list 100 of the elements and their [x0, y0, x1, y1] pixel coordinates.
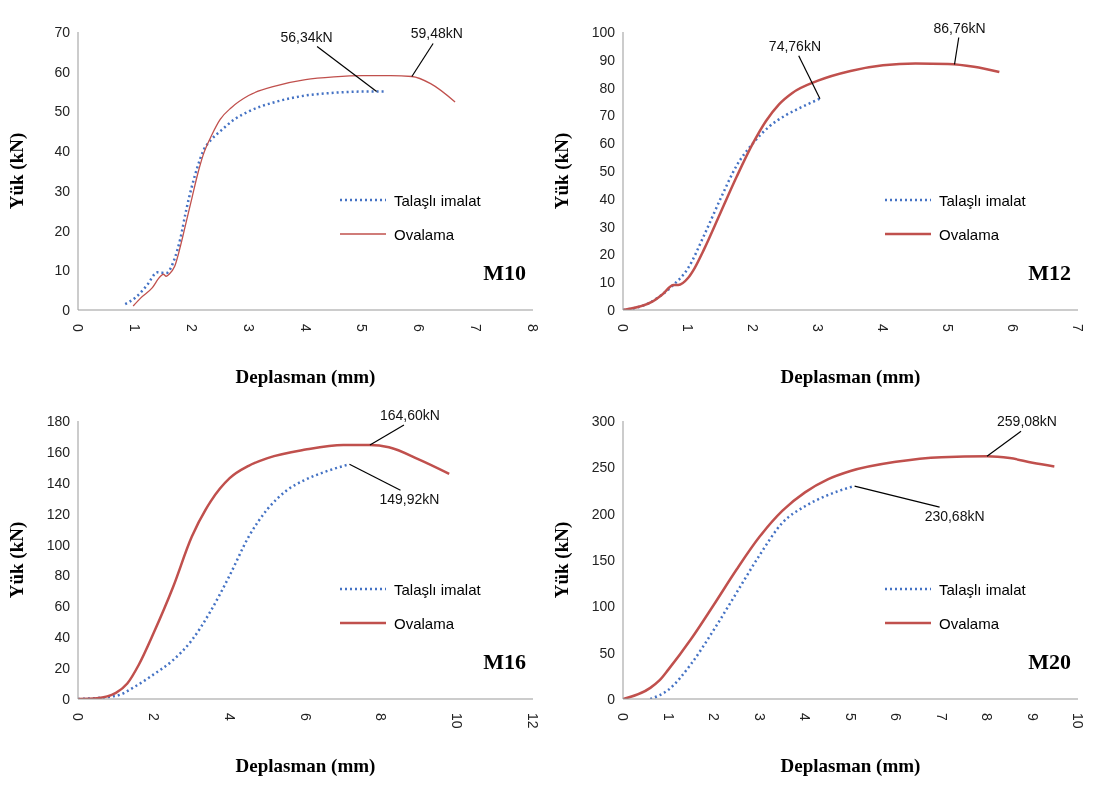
x-axis-title: Deplasman (mm) [235, 755, 376, 777]
x-tick-label: 5 [940, 324, 956, 332]
y-tick-label: 60 [54, 63, 71, 80]
text: M20 [1028, 649, 1071, 675]
y-tick-label: 10 [54, 262, 71, 279]
y-axis-title: Yük (kN) [550, 132, 573, 210]
text: M12 [1028, 260, 1071, 286]
y-tick-label: 300 [591, 412, 616, 429]
x-tick-label: 3 [751, 713, 768, 721]
y-tick-label: 0 [62, 301, 71, 318]
y-tick-label: 120 [46, 505, 71, 522]
x-tick-label: 3 [810, 324, 826, 332]
x-tick-label: 0 [615, 713, 631, 721]
legend-label: Ovalama [394, 614, 455, 632]
legend-label: Ovalama [939, 225, 1000, 243]
legend-label: Ovalama [939, 614, 1000, 632]
legend-label: Talaşlı imalat [939, 191, 1026, 209]
legend-label: Ovalama [394, 225, 455, 243]
x-tick-label: 0 [70, 324, 86, 332]
x-tick-label: 7 [468, 324, 485, 332]
y-tick-label: 90 [599, 51, 616, 68]
y-tick-label: 40 [599, 190, 616, 207]
x-axis-title: Deplasman (mm) [780, 755, 921, 777]
x-tick-label: 6 [1005, 324, 1021, 332]
y-axis-title: Yük (kN) [5, 521, 28, 599]
y-tick-label: 20 [599, 246, 616, 263]
y-tick-label: 0 [607, 301, 616, 318]
y-tick-label: 250 [591, 459, 616, 476]
y-tick-label: 80 [54, 567, 71, 584]
y-tick-label: 100 [591, 598, 616, 615]
x-tick-label: 1 [680, 324, 696, 332]
y-tick-label: 0 [607, 690, 616, 707]
y-axis-title: Yük (kN) [5, 132, 28, 210]
x-tick-label: 0 [70, 713, 86, 721]
x-tick-label: 2 [145, 713, 162, 721]
x-tick-label: 1 [126, 324, 143, 332]
x-tick-label: 5 [842, 713, 859, 721]
y-tick-label: 30 [54, 182, 71, 199]
x-tick-label: 4 [797, 713, 813, 721]
y-tick-label: 100 [591, 23, 616, 40]
x-tick-label: 2 [183, 324, 200, 332]
y-tick-label: 140 [46, 474, 71, 491]
x-tick-label: 7 [1070, 324, 1086, 332]
text: M10 [483, 260, 526, 286]
x-tick-label: 6 [411, 324, 428, 332]
y-tick-label: 20 [54, 660, 71, 677]
y-tick-label: 50 [54, 103, 71, 120]
x-tick-label: 5 [354, 324, 371, 332]
annotation: 164,60kN [379, 406, 440, 423]
x-axis-title: Deplasman (mm) [235, 366, 376, 388]
x-tick-label: 2 [745, 324, 761, 332]
y-tick-label: 70 [54, 23, 71, 40]
x-tick-label: 6 [297, 713, 314, 721]
x-tick-label: 4 [221, 713, 238, 721]
y-tick-label: 40 [54, 629, 71, 646]
x-tick-label: 4 [297, 324, 314, 332]
y-axis-title: Yük (kN) [550, 521, 573, 599]
y-tick-label: 60 [54, 598, 71, 615]
annotation: 149,92kN [379, 491, 440, 508]
y-tick-label: 50 [599, 162, 616, 179]
x-tick-label: 8 [979, 713, 995, 721]
y-tick-label: 40 [54, 143, 71, 160]
annotation: 259,08kN [997, 413, 1057, 430]
y-tick-label: 150 [591, 551, 616, 568]
x-tick-label: 8 [373, 713, 390, 721]
x-tick-label: 1 [660, 713, 677, 721]
y-tick-label: 200 [591, 505, 616, 522]
x-tick-label: 12 [525, 713, 541, 729]
y-tick-label: 70 [599, 107, 616, 124]
y-tick-label: 30 [599, 218, 616, 235]
line-series [123, 90, 387, 306]
y-tick-label: 10 [599, 274, 616, 291]
x-tick-label: 10 [449, 713, 466, 729]
y-tick-label: 180 [46, 412, 71, 429]
y-tick-label: 60 [599, 135, 616, 152]
y-tick-label: 80 [599, 79, 616, 96]
x-tick-label: 8 [525, 324, 541, 332]
x-tick-label: 6 [888, 713, 904, 721]
y-tick-label: 0 [62, 690, 71, 707]
annotation: 74,76kN [768, 37, 822, 54]
x-axis-title: Deplasman (mm) [780, 366, 921, 388]
annotation: 59,48kN [410, 25, 463, 42]
annotation: 86,76kN [933, 19, 986, 36]
x-tick-label: 10 [1070, 713, 1086, 729]
x-tick-label: 0 [615, 324, 631, 332]
text: M16 [483, 649, 526, 675]
annotation: 230,68kN [924, 508, 985, 525]
x-tick-label: 3 [240, 324, 257, 332]
y-tick-label: 20 [54, 222, 71, 239]
legend-label: Talaşlı imalat [939, 580, 1026, 598]
y-tick-label: 160 [46, 443, 71, 460]
x-tick-label: 7 [933, 713, 950, 721]
x-tick-label: 4 [875, 324, 891, 332]
x-tick-label: 9 [1024, 713, 1041, 721]
x-tick-label: 2 [706, 713, 722, 721]
y-tick-label: 50 [599, 644, 616, 661]
annotation: 56,34kN [280, 28, 333, 45]
legend-label: Talaşlı imalat [394, 580, 481, 598]
legend-label: Talaşlı imalat [394, 191, 481, 209]
y-tick-label: 100 [46, 536, 71, 553]
